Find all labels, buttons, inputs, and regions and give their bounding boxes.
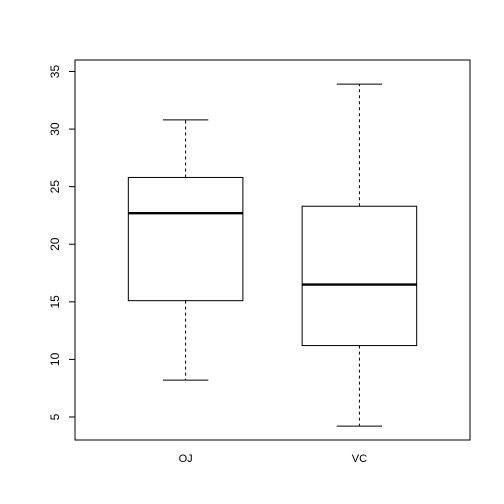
y-tick-label: 20 xyxy=(48,237,62,251)
y-tick-label: 30 xyxy=(48,122,62,136)
y-tick-label: 5 xyxy=(48,413,62,420)
box-rect xyxy=(302,206,417,345)
x-category-label: VC xyxy=(352,453,367,465)
box-rect xyxy=(128,177,243,300)
box-VC xyxy=(302,84,417,426)
y-tick-label: 10 xyxy=(48,352,62,366)
x-category-label: OJ xyxy=(179,453,193,465)
boxplot-chart: 5 10 15 20 25 30 35 OJ VC xyxy=(0,0,504,504)
y-tick-label: 25 xyxy=(48,180,62,194)
box-OJ xyxy=(128,120,243,380)
y-tick-label: 15 xyxy=(48,295,62,309)
y-tick-label: 35 xyxy=(48,65,62,79)
